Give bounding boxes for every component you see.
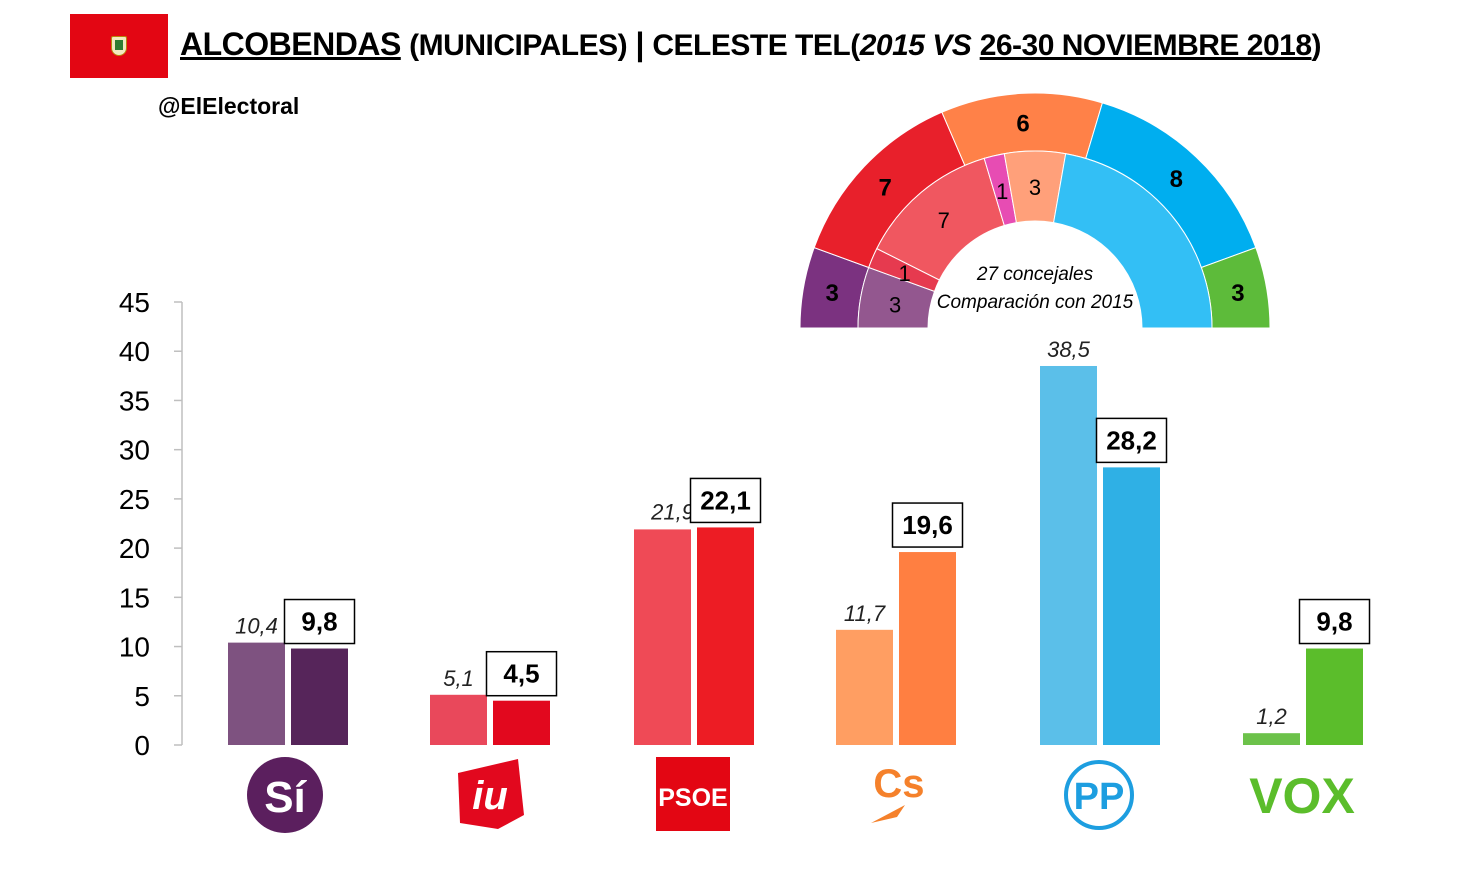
logo-ring	[1064, 760, 1134, 830]
cs-logo: Cs	[871, 762, 925, 823]
data-label-box-2018	[689, 477, 762, 524]
logo-text: PSOE	[658, 784, 727, 812]
title-open-paren: (	[850, 29, 860, 62]
y-tick-label: 0	[134, 730, 150, 761]
bar-2015	[836, 629, 893, 745]
data-label-2015: 5,1	[443, 666, 474, 691]
bar-2018	[697, 527, 754, 745]
outer-seat-label: 7	[878, 175, 891, 202]
y-tick-label: 35	[119, 385, 150, 416]
logo-text: VOX	[1249, 768, 1355, 824]
data-label-2015: 1,2	[1256, 704, 1287, 729]
logo-badge	[458, 759, 524, 829]
data-label-2015: 11,7	[844, 601, 886, 626]
data-label-2018: 19,6	[902, 510, 953, 540]
title-separator: |	[635, 26, 645, 62]
data-label-2015: 21,9	[650, 499, 694, 524]
bar-group-cs: 11,7 19,6	[836, 502, 964, 745]
y-axis: 0 5 10 15 20 25 30 35 40 45	[119, 287, 183, 761]
inner-seat-label: 1	[898, 261, 910, 286]
bar-group-psoe: 21,9 22,1	[634, 477, 762, 745]
outer-seat-label: 8	[1170, 166, 1183, 193]
title-pollster: CELESTE TEL	[652, 29, 851, 62]
title-election-type: (MUNICIPALES)	[409, 29, 628, 62]
vox-logo: VOX	[1249, 768, 1355, 824]
logo-text: Sí	[264, 773, 307, 822]
data-label-2018: 28,2	[1106, 425, 1157, 455]
bar-2018	[899, 552, 956, 745]
y-tick-label: 25	[119, 484, 150, 515]
title-poll-date: 26-30 NOVIEMBRE 2018	[979, 29, 1312, 62]
hemicycle-title: 27 concejales	[976, 264, 1094, 285]
y-tick-label: 20	[119, 533, 150, 564]
data-label-box-2018	[1298, 598, 1371, 645]
outer-seat-label: 6	[1016, 110, 1029, 137]
data-label-box-2018	[283, 598, 356, 645]
bar-group-pp: 38,5 28,2	[1040, 337, 1168, 745]
y-tick-label: 30	[119, 435, 150, 466]
logo-text: Cs	[873, 762, 924, 806]
inner-seat-label: 1	[996, 179, 1008, 204]
bar-group-vox: 1,2 9,8	[1243, 598, 1371, 745]
logo-badge	[247, 757, 323, 833]
outer-seat-label: 3	[825, 280, 838, 307]
data-label-box-2018	[485, 650, 558, 697]
data-label-2015: 38,5	[1047, 337, 1091, 362]
logo-badge	[656, 757, 730, 831]
bar-2015	[430, 694, 487, 745]
y-tick-label: 45	[119, 287, 150, 318]
bar-2015	[228, 642, 285, 745]
logo-swoosh	[871, 805, 905, 823]
bar-2018	[493, 700, 550, 745]
coat-of-arms-icon	[111, 36, 127, 56]
inner-seat-label: 3	[889, 292, 901, 317]
outer-seat-label: 3	[1231, 280, 1244, 307]
inner-seg-pp	[1053, 153, 1213, 329]
data-label-2018: 22,1	[700, 485, 751, 515]
inner-seat-label: 3	[1029, 175, 1041, 200]
data-label-2018: 9,8	[301, 607, 337, 637]
data-label-2018: 9,8	[1316, 607, 1352, 637]
pp-logo: PP	[1064, 760, 1134, 830]
party-logos: Sí iu PSOE Cs PP VOX	[247, 757, 1355, 833]
y-tick-label: 10	[119, 632, 150, 663]
bar-2015	[1040, 365, 1097, 745]
title-municipality: ALCOBENDAS	[180, 26, 401, 62]
bar-2018	[1306, 648, 1363, 745]
title-close-paren: )	[1311, 29, 1322, 62]
title-year-compare: 2015 VS	[859, 29, 972, 62]
bar-2018	[1103, 467, 1160, 745]
psoe-logo: PSOE	[656, 757, 730, 831]
bar-group-sí: 10,4 9,8	[228, 598, 356, 745]
data-label-2018: 4,5	[503, 659, 539, 689]
logo-text: PP	[1074, 776, 1125, 818]
data-label-2015: 10,4	[235, 614, 278, 639]
page-title: ALCOBENDAS (MUNICIPALES) | CELESTE TEL(2…	[180, 26, 1321, 63]
bar-2018	[291, 648, 348, 745]
podemos-si-logo: Sí	[247, 757, 323, 833]
hemicycle-subtitle: Comparación con 2015	[937, 292, 1134, 313]
iu-logo: iu	[458, 759, 524, 829]
y-tick-label: 40	[119, 336, 150, 367]
bars: 10,4 9,8 5,1 4,5 21,9 22,1 11,7 19,6 38,5 28,2 1,2…	[228, 337, 1371, 745]
y-tick-label: 5	[134, 681, 150, 712]
inner-seat-label: 7	[938, 208, 950, 233]
data-label-box-2018	[1095, 417, 1168, 464]
bar-2015	[1243, 733, 1300, 745]
twitter-handle: @ElElectoral	[158, 93, 300, 119]
alcobendas-flag	[70, 14, 168, 78]
logo-text: iu	[472, 774, 508, 818]
y-tick-label: 15	[119, 582, 150, 613]
data-label-box-2018	[891, 502, 964, 548]
bar-2015	[634, 529, 691, 745]
bar-group-iu: 5,1 4,5	[430, 650, 558, 745]
